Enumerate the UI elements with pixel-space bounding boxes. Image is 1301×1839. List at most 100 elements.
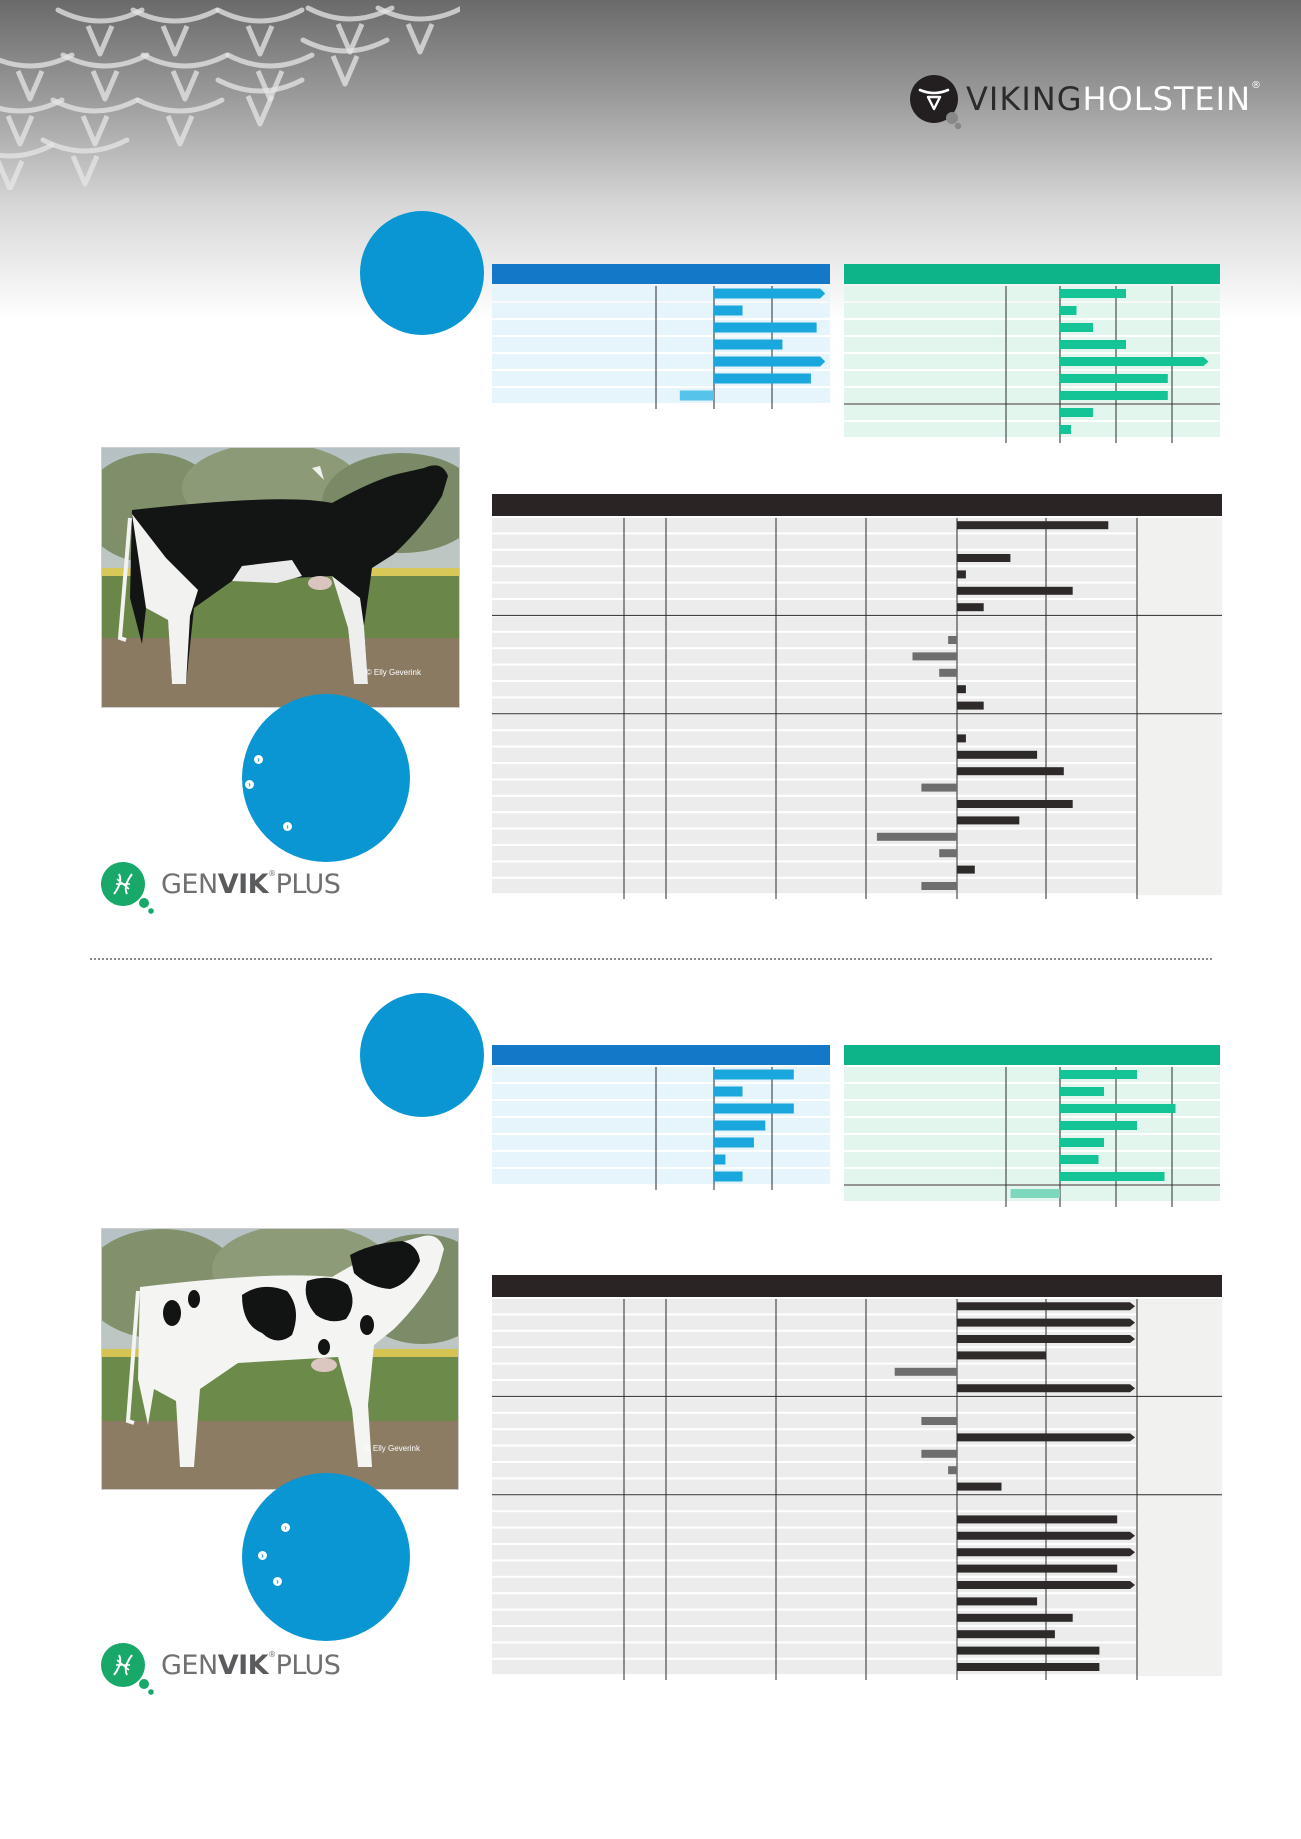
chart-bar (948, 1466, 957, 1475)
chart-row-band (844, 1152, 1220, 1167)
chart-row-band (492, 764, 1222, 779)
chart-row-band (492, 1610, 1222, 1625)
chart-bar (714, 305, 743, 316)
dna-icon (101, 1643, 154, 1695)
chart-bar (1060, 1138, 1104, 1147)
chart-bar (939, 849, 957, 858)
photo-credit: © Elly Geverink (364, 1444, 420, 1453)
photo-credit: © Elly Geverink (365, 668, 421, 677)
chart-bar (957, 865, 975, 874)
arrow-right-icon: › (254, 755, 263, 764)
chart-bar (957, 1581, 1135, 1589)
chart-bar (957, 570, 966, 579)
horn-icon (215, 7, 305, 57)
bull2-health-chart (844, 1045, 1220, 1207)
chart-row-band (492, 1627, 1222, 1642)
chart-bar (714, 373, 811, 384)
dna-icon (101, 862, 154, 914)
chart-bar (1060, 374, 1168, 383)
arrow-right-icon: › (281, 1523, 290, 1532)
chart-bar (714, 1137, 754, 1148)
chart-bar (957, 1548, 1135, 1557)
chart-row-band (492, 583, 1222, 598)
chart-row-band (492, 780, 1222, 795)
chart-bar (957, 603, 984, 612)
chart-row-band (492, 878, 1222, 894)
chart-bar (957, 1515, 1118, 1524)
chart-row-band (492, 1463, 1222, 1478)
horn-icon (135, 97, 225, 147)
bull2-production-chart (492, 1045, 830, 1190)
chart-row-band (492, 1659, 1222, 1675)
chart-bar (921, 882, 957, 890)
chart-row-band (492, 682, 1222, 697)
chart-row-band (492, 1495, 1222, 1511)
chart-row-band (492, 813, 1222, 828)
horn-icon (60, 52, 150, 102)
chart-bar (957, 1663, 1100, 1671)
chart-bar (957, 1531, 1135, 1540)
chart-bar (1010, 1189, 1060, 1198)
chart-bar (714, 339, 783, 350)
chart-row-band (492, 846, 1222, 861)
horn-icon (0, 97, 65, 147)
chart-row-band (844, 337, 1220, 352)
chart-row-band (492, 796, 1222, 812)
chart-bar (957, 1564, 1118, 1573)
chart-bar (1060, 1121, 1137, 1130)
chart-bar (921, 1417, 957, 1425)
chart-bar (957, 750, 1038, 759)
chart-row-band (492, 303, 830, 318)
chart-row-band (844, 286, 1220, 301)
chart-row-band (492, 388, 830, 403)
chart-row-band (492, 600, 1222, 615)
chart-bar (957, 816, 1020, 825)
chart-row-band (492, 1413, 1222, 1429)
chart-bar (714, 1086, 743, 1097)
chart-row-band (492, 1364, 1222, 1379)
chart-bar (957, 1335, 1135, 1343)
chart-bar (1060, 391, 1168, 400)
chart-bar (1060, 1087, 1104, 1096)
chart-row-band (492, 1135, 830, 1150)
arrow-right-icon: › (273, 1577, 282, 1586)
chart-bar (679, 390, 714, 401)
chart-bar (714, 1120, 766, 1131)
chart-row-band (492, 862, 1222, 877)
chart-bar (714, 322, 817, 333)
chart-bar (957, 586, 1073, 595)
chart-bar (1060, 323, 1093, 332)
chart-bar (957, 1646, 1100, 1655)
bull1-conformation-chart (492, 494, 1222, 900)
chart-row-band (844, 405, 1220, 420)
chart-header-band (492, 264, 830, 284)
chart-bar (957, 554, 1011, 562)
section-divider (90, 958, 1212, 960)
chart-row-band (492, 550, 1222, 566)
chart-row-band (492, 649, 1222, 664)
arrow-right-icon: › (258, 1551, 267, 1560)
chart-bar (957, 1351, 1046, 1360)
chart-row-band (492, 731, 1222, 746)
chart-bar (957, 685, 966, 694)
chart-row-band (492, 616, 1222, 631)
chart-header-band (844, 264, 1220, 284)
chart-side-panel (1137, 518, 1222, 896)
chart-header-band (492, 494, 1222, 516)
chart-row-band (492, 518, 1222, 533)
chart-row-band (492, 1397, 1222, 1412)
chart-bar (714, 1154, 726, 1165)
chart-bar (714, 1171, 743, 1182)
chart-bar (957, 734, 966, 743)
chart-bar (912, 652, 957, 661)
horn-icon (50, 97, 140, 147)
chart-header-band (844, 1045, 1220, 1065)
chart-bar (714, 356, 826, 367)
bull2-photo: © Elly Geverink (101, 1228, 459, 1490)
chart-row-band (844, 303, 1220, 318)
chart-row-band (492, 534, 1222, 549)
chart-bar (948, 636, 957, 644)
chart-row-band (492, 714, 1222, 730)
chart-header-band (492, 1275, 1222, 1297)
chart-row-band (844, 1067, 1220, 1082)
